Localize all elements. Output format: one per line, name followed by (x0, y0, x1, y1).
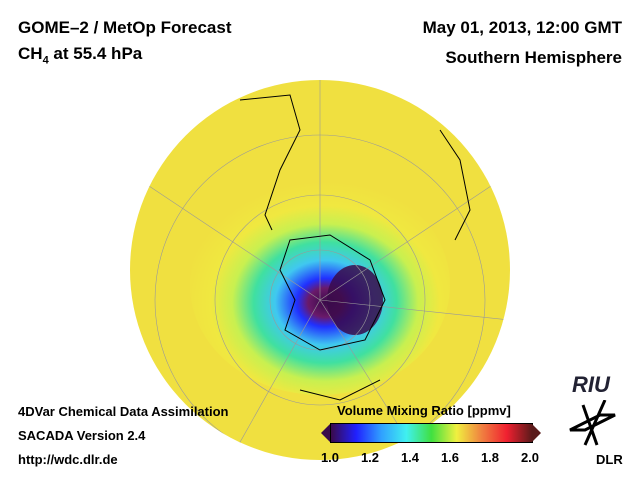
title: GOME–2 / MetOp Forecast (18, 18, 232, 37)
species-level: CH4 at 55.4 hPa (18, 44, 142, 66)
colorbar (330, 423, 533, 443)
footer-line1: 4DVar Chemical Data Assimilation (18, 404, 229, 419)
species-subscript: 4 (42, 54, 49, 67)
colorbar-low-arrow (321, 424, 330, 442)
colorbar-tick-label: 1.8 (480, 450, 500, 465)
colorbar-tick-label: 1.4 (400, 450, 420, 465)
colorbar-tick-label: 2.0 (520, 450, 540, 465)
dlr-logo-icon (569, 400, 616, 446)
riu-logo: RIU (572, 372, 610, 397)
region: Southern Hemisphere (445, 48, 622, 67)
colorbar-title: Volume Mixing Ratio [ppmv] (337, 403, 511, 418)
pressure-level: at 55.4 hPa (48, 44, 143, 63)
footer-line2: SACADA Version 2.4 (18, 428, 146, 443)
colorbar-tick-label: 1.2 (360, 450, 380, 465)
coastlines (239, 94, 471, 401)
species: CH (18, 44, 43, 63)
dlr-logo-text: DLR (596, 452, 623, 467)
date: May 01, 2013, 12:00 GMT (422, 18, 622, 37)
colorbar-high-arrow (532, 424, 541, 442)
low-ch4-core (327, 265, 383, 335)
colorbar-tick-label: 1.6 (440, 450, 460, 465)
colorbar-tick-label: 1.0 (320, 450, 340, 465)
footer-link[interactable]: http://wdc.dlr.de (18, 452, 118, 467)
